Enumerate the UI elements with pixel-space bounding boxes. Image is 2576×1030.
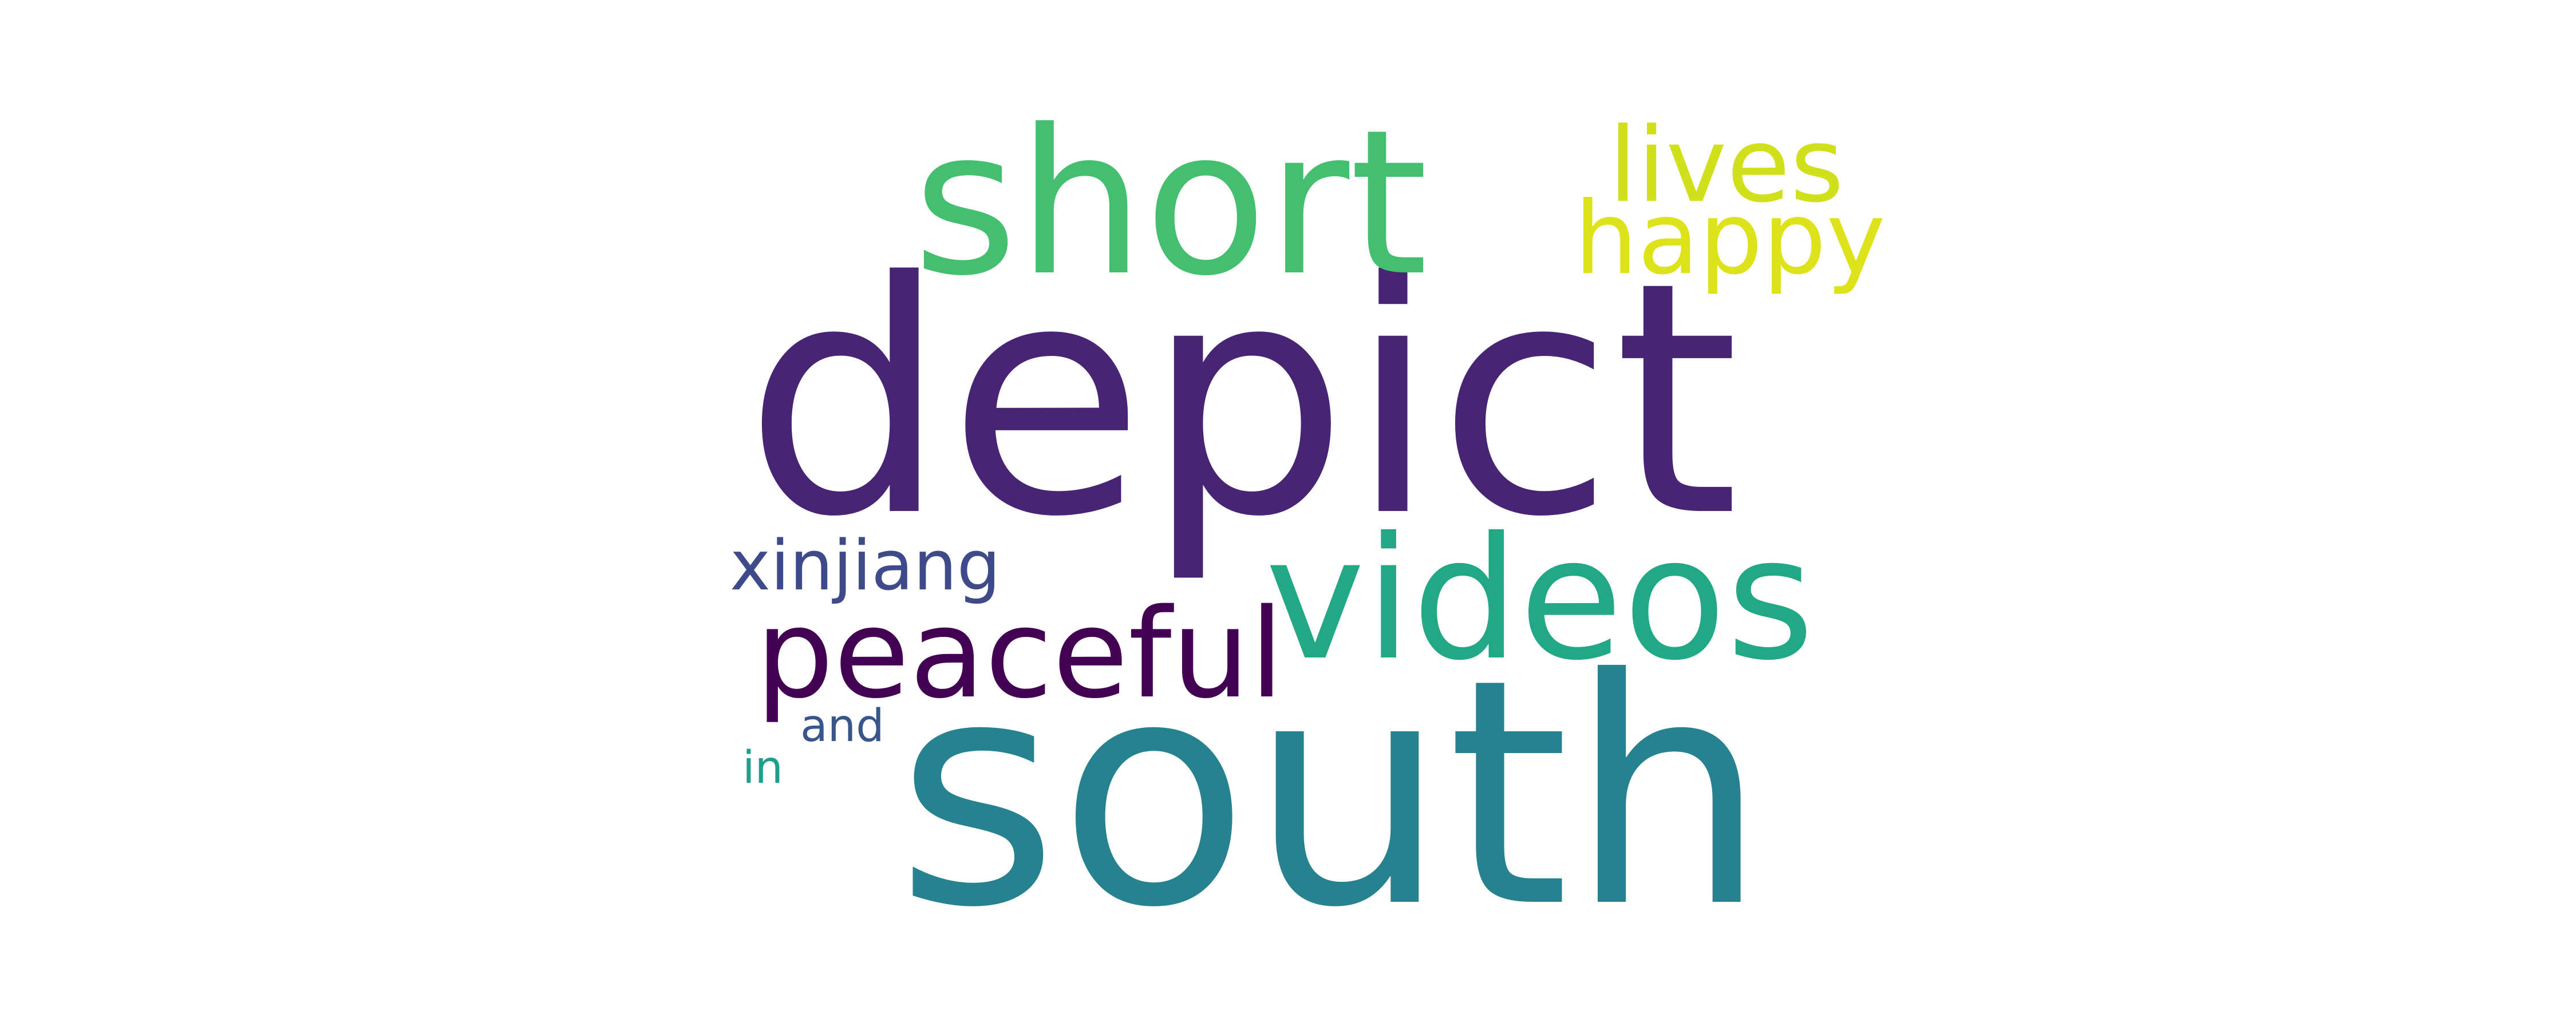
word-in: in <box>742 742 784 794</box>
word-xinjiang: xinjiang <box>730 526 1001 606</box>
word-and: and <box>800 700 884 752</box>
word-happy: happy <box>1574 181 1886 297</box>
word-peaceful: peaceful <box>756 582 1284 726</box>
word-depict: depict <box>744 214 1740 587</box>
word-south: south <box>896 612 1767 976</box>
word-videos: videos <box>1265 501 1815 698</box>
word-short: short <box>913 86 1428 320</box>
word-lives: lives <box>1609 106 1844 225</box>
